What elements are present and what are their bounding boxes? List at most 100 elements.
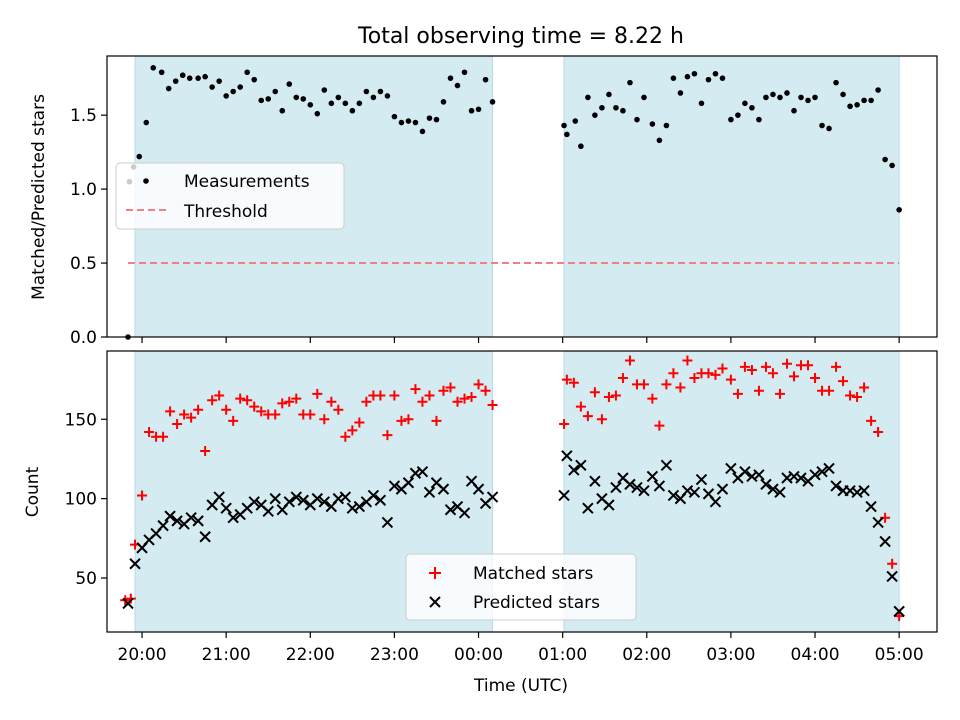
predicted-star-point (381, 516, 394, 529)
measurement-point (833, 79, 839, 86)
matched-star-point (845, 390, 856, 401)
matched-star-point (689, 372, 700, 383)
matched-star-point (144, 426, 155, 437)
bottom-y-axis-label: Count (23, 466, 43, 517)
predicted-star-point (886, 570, 898, 583)
measurement-point (384, 93, 391, 99)
predicted-star-point (122, 597, 134, 610)
predicted-star-point (753, 469, 765, 481)
measurement-point (461, 69, 468, 76)
matched-star-point (291, 393, 302, 404)
measurement-point (592, 112, 598, 118)
matched-star-point (438, 385, 449, 396)
measurement-point (454, 82, 461, 89)
measurement-point (705, 76, 712, 83)
measurement-point (670, 75, 677, 81)
measurement-point (165, 85, 172, 92)
matched-star-point (746, 365, 757, 376)
y-tick-label: 50 (75, 569, 97, 589)
matched-star-point (207, 395, 218, 406)
matched-star-point (803, 360, 814, 371)
predicted-star-point (568, 464, 580, 476)
measurement-point (728, 116, 734, 123)
matched-star-point (480, 385, 491, 396)
matched-star-point (403, 414, 414, 425)
predicted-star-point (638, 484, 650, 497)
measurement-point (150, 65, 157, 71)
measurement-point (202, 73, 208, 80)
measurement-point (889, 162, 895, 169)
x-tick-label: 00:00 (454, 645, 503, 665)
matched-star-point (319, 414, 330, 425)
predicted-star-point (879, 535, 891, 548)
predicted-star-point (297, 494, 309, 506)
bottom-panel: 50 100 150 20:00 21:00 22:00 23:00 00:00 01:00 0… (23, 350, 938, 696)
predicted-star-point (865, 500, 877, 513)
matched-star-point (831, 361, 842, 372)
measurement-point (861, 97, 867, 104)
matched-star-point (242, 395, 253, 406)
measurement-point (698, 100, 705, 107)
matched-star-point (200, 446, 211, 457)
measurement-point (684, 73, 691, 80)
predicted-star-point (227, 511, 239, 524)
predicted-star-point (444, 504, 457, 516)
predicted-star-point (472, 483, 485, 495)
matched-star-point (137, 490, 148, 501)
matched-star-point (703, 368, 714, 379)
y-tick-label: 0.5 (70, 254, 97, 274)
matched-star-point (767, 368, 778, 379)
predicted-star-point (269, 492, 281, 505)
matched-star-point (617, 372, 628, 383)
predicted-star-point (374, 494, 387, 506)
matched-star-point (559, 419, 570, 430)
matched-star-point (589, 387, 600, 398)
measurement-point (875, 87, 881, 93)
measurement-point (691, 70, 698, 77)
matched-star-point (235, 393, 246, 404)
matched-star-point (859, 382, 870, 393)
top-legend-box (115, 162, 345, 230)
bottom-legend: Matched stars Predicted stars (405, 553, 637, 621)
predicted-star-point (290, 491, 302, 503)
predicted-star-point (631, 481, 643, 494)
matched-star-point (228, 415, 239, 426)
measurement-point (405, 118, 412, 124)
measurement-point (377, 88, 384, 95)
matched-star-point (603, 392, 614, 403)
measurement-point (812, 94, 818, 101)
top-legend: Measurements Threshold (115, 162, 345, 230)
predicted-star-point (283, 496, 295, 508)
measurement-point (216, 78, 222, 84)
measurement-point (819, 122, 825, 129)
legend-matched-label: Matched stars (473, 564, 593, 584)
measurement-point (719, 75, 726, 81)
bottom-legend-box (405, 553, 637, 621)
measurement-point (370, 94, 377, 101)
predicted-star-point (667, 489, 680, 502)
predicted-star-point (458, 507, 471, 519)
measurement-point (606, 91, 612, 98)
predicted-star-point (610, 481, 622, 494)
measurement-point (798, 94, 804, 101)
measurement-point (847, 103, 853, 110)
predicted-star-point (339, 491, 352, 503)
predicted-star-point (893, 605, 905, 618)
matched-star-point (610, 390, 621, 401)
matched-star-point (221, 404, 232, 415)
x-tick-label: 05:00 (875, 645, 924, 665)
top-panel: 0.0 0.5 1.0 1.5 Matched/Predicted stars Mea… (29, 55, 938, 348)
predicted-star-point (437, 483, 450, 495)
predicted-star-point (388, 480, 401, 492)
matched-star-point (710, 369, 721, 380)
matched-star-point (717, 363, 728, 374)
predicted-star-point (185, 511, 197, 524)
measurement-point (307, 102, 314, 108)
measurement-point (391, 113, 398, 120)
measurement-point (328, 100, 335, 107)
matched-star-point (473, 379, 484, 390)
measurement-point (363, 88, 370, 95)
matched-star-point (682, 355, 693, 366)
matched-star-point (193, 404, 204, 415)
predicted-star-point (858, 484, 870, 497)
